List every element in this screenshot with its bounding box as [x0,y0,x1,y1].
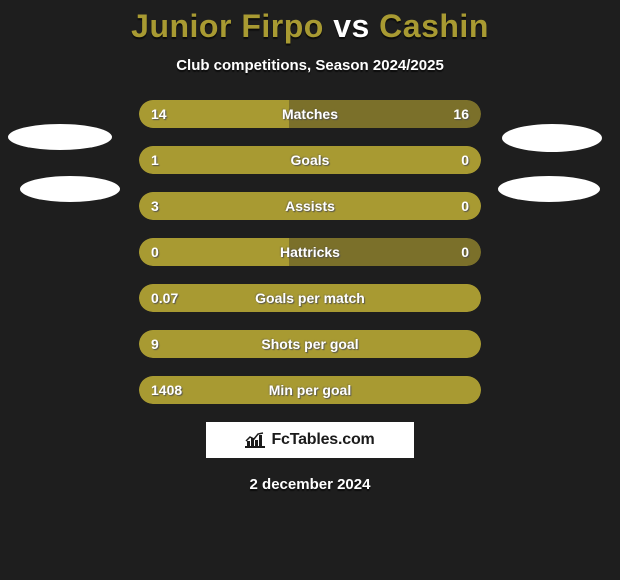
stat-row: 9Shots per goal [139,330,481,358]
stat-bars: 14Matches16 1Goals0 3Assists0 0Hattricks0 0.… [139,100,481,404]
stat-row: 1408Min per goal [139,376,481,404]
chart-icon [245,432,265,448]
bar-fill-left [139,238,289,266]
branding-text: FcTables.com [271,431,374,449]
bar-fill-left [139,146,402,174]
stat-row: 0.07Goals per match [139,284,481,312]
bar-fill-right [402,146,481,174]
background-ellipse [502,124,602,152]
branding-badge: FcTables.com [206,422,414,458]
stat-row: 14Matches16 [139,100,481,128]
stat-row: 0Hattricks0 [139,238,481,266]
bar-fill-left [139,376,481,404]
bar-fill-left [139,330,481,358]
background-ellipse [8,124,112,150]
background-ellipse [20,176,120,202]
player1-name: Junior Firpo [131,8,324,44]
comparison-title: Junior Firpo vs Cashin [0,0,620,45]
player2-name: Cashin [379,8,489,44]
bar-fill-left [139,100,289,128]
bar-fill-left [139,284,481,312]
stat-row: 1Goals0 [139,146,481,174]
stat-row: 3Assists0 [139,192,481,220]
vs-text: vs [333,8,370,44]
subtitle: Club competitions, Season 2024/2025 [0,57,620,74]
background-ellipse [498,176,600,202]
bar-fill-right [402,192,481,220]
bar-fill-left [139,192,402,220]
date-text: 2 december 2024 [0,476,620,493]
